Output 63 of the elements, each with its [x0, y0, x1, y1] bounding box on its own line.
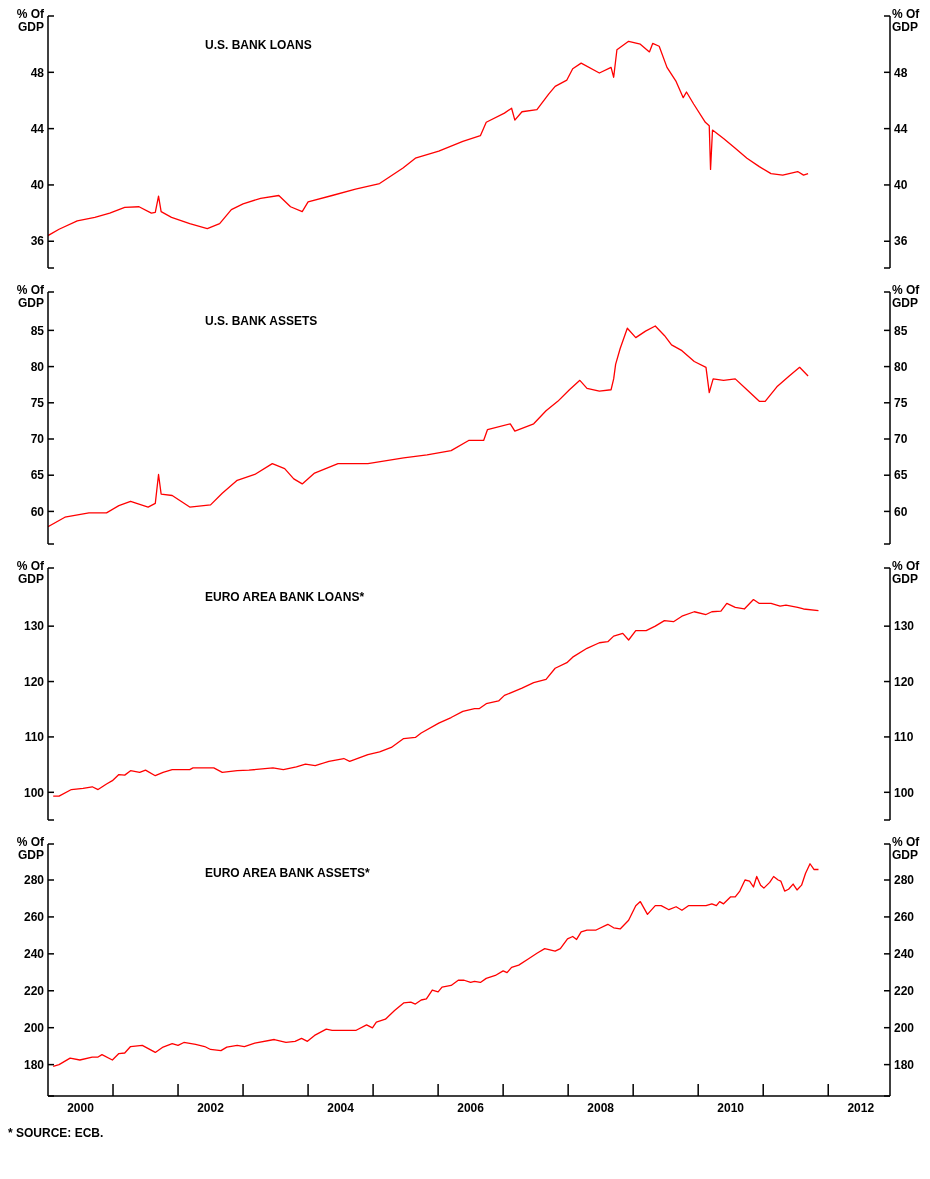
y2-tick-label: 180: [894, 1057, 915, 1072]
text: U.S. BANK LOANS: [205, 38, 312, 52]
text: EURO AREA BANK ASSETS*: [205, 866, 370, 880]
text: * SOURCE: ECB.: [8, 1126, 105, 1140]
y2-tick-label: 70: [894, 432, 908, 447]
y2-tick-label: 220: [894, 983, 915, 998]
y2-tick-label: 100: [894, 785, 915, 800]
y2-tick-label: 200: [894, 1020, 915, 1035]
y-tick-label: 220: [23, 983, 45, 998]
y-tick-label: 260: [23, 910, 45, 925]
y2-tick-label: 44: [894, 121, 908, 136]
y2-tick-label: 85: [894, 323, 908, 338]
x-tick-label: 2008: [587, 1101, 615, 1115]
y2-tick-label: 60: [894, 504, 908, 519]
y-tick-label: 240: [23, 947, 45, 962]
y2-tick-label: 280: [894, 873, 915, 888]
y-tick-label: 80: [30, 359, 45, 374]
line-series: [48, 325, 809, 528]
y-axis-title: % Of GDP: [15, 559, 44, 586]
y2-tick-label: 65: [894, 468, 908, 483]
x-tick-label: 2004: [327, 1101, 355, 1115]
text: U.S. BANK ASSETS: [205, 314, 318, 328]
y-tick-label: 60: [30, 504, 45, 519]
x-tick-label: 2012: [847, 1101, 875, 1115]
y2-tick-label: 80: [894, 359, 908, 374]
y-tick-label: 200: [23, 1020, 45, 1035]
y2-axis-title: % Of GDP: [892, 283, 921, 310]
y-axis-title: % Of GDP: [15, 283, 44, 310]
y2-axis-title: % Of GDP: [892, 7, 921, 34]
y2-tick-label: 40: [894, 178, 908, 193]
y-axis-title: % Of GDP: [15, 835, 44, 862]
y-tick-label: 85: [30, 323, 45, 338]
y-axis-title: % Of GDP: [15, 7, 44, 34]
y2-tick-label: 36: [894, 234, 908, 249]
y-tick-label: 280: [23, 873, 45, 888]
y-tick-label: 40: [30, 178, 45, 193]
y-tick-label: 75: [30, 395, 45, 410]
y2-tick-label: 240: [894, 947, 915, 962]
x-tick-label: 2010: [717, 1101, 745, 1115]
y-tick-label: 36: [30, 234, 45, 249]
y2-tick-label: 130: [894, 619, 915, 634]
x-tick-label: 2000: [67, 1101, 95, 1115]
y-tick-label: 44: [30, 121, 45, 136]
y-tick-label: 130: [23, 619, 45, 634]
y2-tick-label: 110: [894, 730, 914, 745]
y2-axis-title: % Of GDP: [892, 559, 921, 586]
y2-tick-label: 120: [894, 674, 915, 689]
y-tick-label: 180: [23, 1057, 45, 1072]
y2-axis-title: % Of GDP: [892, 835, 921, 862]
line-series: [52, 863, 820, 1067]
y-tick-label: 110: [24, 730, 45, 745]
y2-tick-label: 48: [894, 65, 908, 80]
y-tick-label: 100: [23, 785, 45, 800]
x-tick-label: 2006: [457, 1101, 485, 1115]
y2-tick-label: 75: [894, 395, 908, 410]
y-tick-label: 120: [23, 674, 45, 689]
y-tick-label: 65: [30, 468, 45, 483]
line-series: [48, 40, 809, 237]
x-tick-label: 2002: [197, 1101, 225, 1115]
y-tick-label: 48: [30, 65, 45, 80]
y2-tick-label: 260: [894, 910, 915, 925]
text: EURO AREA BANK LOANS*: [205, 590, 365, 604]
y-tick-label: 70: [30, 432, 45, 447]
